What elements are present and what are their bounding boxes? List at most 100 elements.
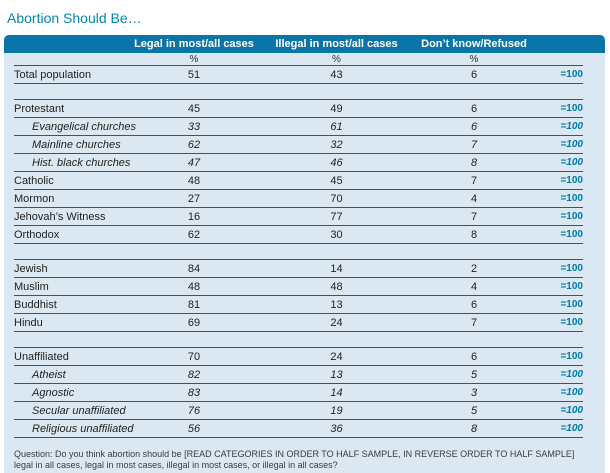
row-total: =100 <box>560 263 583 274</box>
value-legal: 76 <box>187 404 201 417</box>
row-total: =100 <box>560 405 583 416</box>
value-dontknow: 6 <box>470 350 478 363</box>
value-illegal: 14 <box>330 386 343 399</box>
row-label: Jehovah’s Witness <box>14 210 106 223</box>
group-spacer <box>14 332 583 348</box>
value-legal: 48 <box>187 280 201 293</box>
table-row: Hindu 69 24 7 =100 <box>14 314 583 332</box>
row-total: =100 <box>560 229 583 240</box>
value-dontknow: 5 <box>470 368 478 381</box>
value-legal: 69 <box>187 316 201 329</box>
value-dontknow: 7 <box>470 210 478 223</box>
value-illegal: 48 <box>330 280 343 293</box>
value-illegal: 32 <box>330 138 343 151</box>
row-label: Mormon <box>14 192 55 205</box>
table-row: Catholic 48 45 7 =100 <box>14 172 583 190</box>
table-row: Mainline churches 62 32 7 =100 <box>14 136 583 154</box>
value-illegal: 61 <box>330 120 343 133</box>
row-label: Total population <box>14 68 92 81</box>
value-illegal: 77 <box>330 210 343 223</box>
table-row: Agnostic 83 14 3 =100 <box>14 384 583 402</box>
row-total: =100 <box>560 387 583 398</box>
value-legal: 83 <box>187 386 201 399</box>
row-label: Muslim <box>14 280 49 293</box>
value-illegal: 36 <box>330 422 343 435</box>
row-total: =100 <box>560 211 583 222</box>
value-dontknow: 7 <box>470 174 478 187</box>
row-total: =100 <box>560 299 583 310</box>
value-illegal: 14 <box>330 262 343 275</box>
value-legal: 27 <box>187 192 201 205</box>
value-dontknow: 8 <box>470 156 478 169</box>
row-total: =100 <box>560 281 583 292</box>
value-illegal: 13 <box>330 368 343 381</box>
column-header-illegal: Illegal in most/all cases <box>275 38 398 50</box>
value-legal: 81 <box>187 298 201 311</box>
table-header-bar: Legal in most/all cases Illegal in most/… <box>4 35 605 53</box>
row-label: Secular unaffiliated <box>32 404 126 417</box>
row-label: Religious unaffiliated <box>32 422 134 435</box>
row-label: Unaffiliated <box>14 350 69 363</box>
value-legal: 48 <box>187 174 201 187</box>
row-label: Catholic <box>14 174 54 187</box>
table-row: Jehovah’s Witness 16 77 7 =100 <box>14 208 583 226</box>
value-dontknow: 7 <box>470 316 478 329</box>
value-legal: 70 <box>187 350 201 363</box>
row-total: =100 <box>560 423 583 434</box>
table-row: Muslim 48 48 4 =100 <box>14 278 583 296</box>
value-illegal: 13 <box>330 298 343 311</box>
value-legal: 33 <box>187 120 201 133</box>
row-total: =100 <box>560 175 583 186</box>
value-dontknow: 7 <box>470 138 478 151</box>
value-illegal: 24 <box>330 316 343 329</box>
row-total: =100 <box>560 157 583 168</box>
row-total: =100 <box>560 103 583 114</box>
row-label: Jewish <box>14 262 48 275</box>
value-dontknow: 4 <box>470 280 478 293</box>
footnote: Question: Do you think abortion should b… <box>14 449 575 470</box>
row-total: =100 <box>560 121 583 132</box>
value-illegal: 45 <box>330 174 343 187</box>
value-dontknow: 6 <box>470 120 478 133</box>
page-title: Abortion Should Be… <box>7 10 142 26</box>
value-legal: 51 <box>187 68 201 81</box>
value-dontknow: 3 <box>470 386 478 399</box>
value-legal: 62 <box>187 138 201 151</box>
value-dontknow: 8 <box>470 228 478 241</box>
table-row: Evangelical churches 33 61 6 =100 <box>14 118 583 136</box>
row-total: =100 <box>560 139 583 150</box>
row-total: =100 <box>560 69 583 80</box>
value-legal: 84 <box>187 262 201 275</box>
percent-symbol-dontknow: % <box>469 53 479 65</box>
value-dontknow: 5 <box>470 404 478 417</box>
group-spacer <box>14 84 583 100</box>
row-label: Evangelical churches <box>32 120 136 133</box>
table-row: Atheist 82 13 5 =100 <box>14 366 583 384</box>
row-total: =100 <box>560 369 583 380</box>
value-dontknow: 2 <box>470 262 478 275</box>
value-illegal: 49 <box>330 102 343 115</box>
row-label: Agnostic <box>32 386 75 399</box>
row-label: Hist. black churches <box>32 156 131 169</box>
value-legal: 62 <box>187 228 201 241</box>
value-dontknow: 6 <box>470 298 478 311</box>
table-row: Secular unaffiliated 76 19 5 =100 <box>14 402 583 420</box>
value-illegal: 46 <box>330 156 343 169</box>
table-row: Jewish 84 14 2 =100 <box>14 260 583 278</box>
value-legal: 47 <box>187 156 201 169</box>
value-legal: 45 <box>187 102 201 115</box>
row-total: =100 <box>560 351 583 362</box>
value-legal: 82 <box>187 368 201 381</box>
table-row: Mormon 27 70 4 =100 <box>14 190 583 208</box>
column-header-legal: Legal in most/all cases <box>134 38 254 50</box>
table-row: Hist. black churches 47 46 8 =100 <box>14 154 583 172</box>
row-total: =100 <box>560 193 583 204</box>
table-row: Buddhist 81 13 6 =100 <box>14 296 583 314</box>
column-header-dontknow: Don’t know/Refused <box>421 38 527 50</box>
value-illegal: 70 <box>330 192 343 205</box>
table-body: Total population 51 43 6 =100 Protestant… <box>4 66 605 438</box>
percent-row: % % % <box>14 53 583 66</box>
value-illegal: 19 <box>330 404 343 417</box>
row-label: Mainline churches <box>32 138 121 151</box>
percent-symbol-illegal: % <box>332 53 341 65</box>
